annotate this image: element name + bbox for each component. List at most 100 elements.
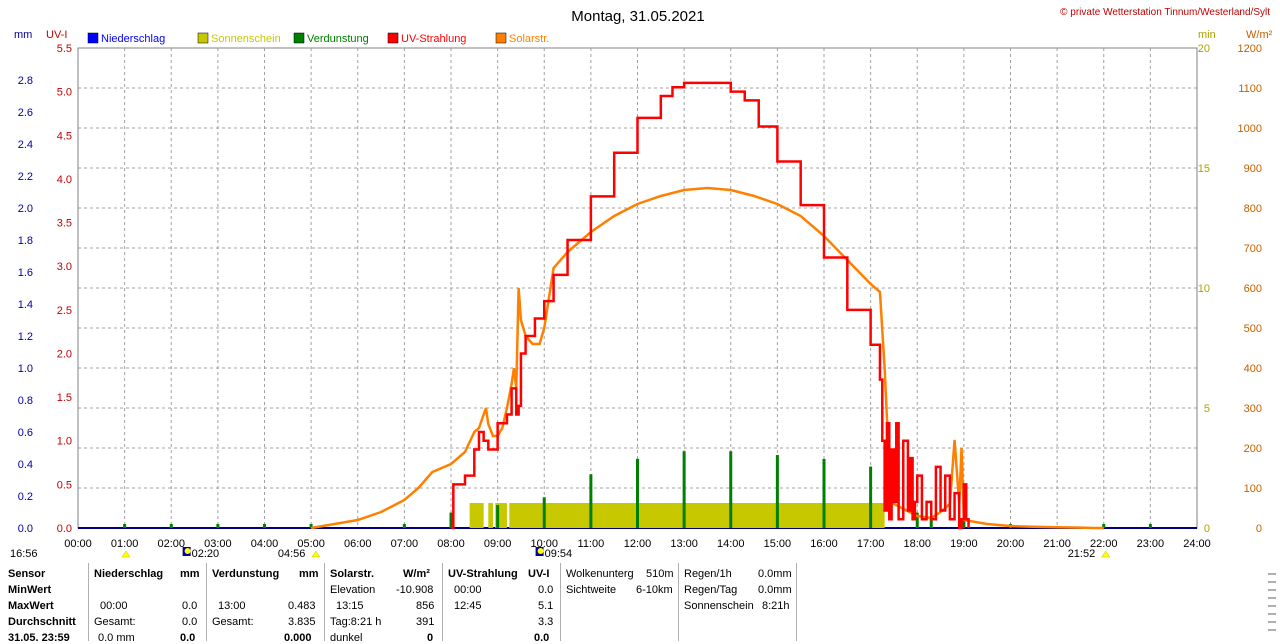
y-tick-uv: 5.5 <box>57 43 72 55</box>
precip-max: 0.0 <box>182 600 198 612</box>
y-tick-mm: 1.0 <box>18 363 33 375</box>
precip-now: 0.0 mm <box>98 632 135 644</box>
chart-title: Montag, 31.05.2021 <box>571 8 704 25</box>
x-tick-label: 19:00 <box>950 538 978 550</box>
y-tick-mm: 0.2 <box>18 491 33 503</box>
moon-icon <box>537 548 544 554</box>
astro-markers: 16:56 02:20 04:56 09:54 21:52 <box>10 547 1111 560</box>
y-tick-mm: 2.8 <box>18 75 33 87</box>
sunshine-bar <box>469 503 484 528</box>
evap-total: 3.835 <box>288 616 316 628</box>
evaporation-spike <box>682 451 686 528</box>
evaporation-spike <box>1148 524 1152 528</box>
x-tick-label: 05:00 <box>297 538 325 550</box>
cloud-base-value: 510m <box>646 568 674 580</box>
solar-avg: 391 <box>416 616 435 628</box>
y-tick-mm: 1.4 <box>18 299 33 311</box>
y-tick-mm: 1.2 <box>18 331 33 343</box>
y-tick-mm: 1.6 <box>18 267 33 279</box>
evaporation-spike <box>589 474 593 528</box>
y-tick-min: 15 <box>1198 163 1210 175</box>
evaporation-spike <box>822 458 826 528</box>
table-divider <box>442 563 443 641</box>
y-tick-uv: 2.0 <box>57 348 72 360</box>
y-tick-mm: 1.8 <box>18 235 33 247</box>
x-tick-label: 14:00 <box>717 538 745 550</box>
precip-head: Niederschlag <box>94 568 164 580</box>
sunshine-bar <box>509 503 885 528</box>
evaporation-spike <box>1102 524 1106 528</box>
marker-label: 02:20 <box>192 548 220 560</box>
unit-min: min <box>1198 29 1216 41</box>
x-tick-label: 06:00 <box>344 538 372 550</box>
y-tick-uv: 3.0 <box>57 261 72 273</box>
cloud-base-label: Wolkenunterg <box>566 568 634 580</box>
y-tick-uv: 2.5 <box>57 305 72 317</box>
unit-wm2: W/m² <box>1246 29 1273 41</box>
uv-now-big: 0.0 <box>534 632 550 644</box>
y-tick-wm2: 1100 <box>1238 83 1262 95</box>
x-tick-label: 17:00 <box>857 538 885 550</box>
y-tick-mm: 0.6 <box>18 427 33 439</box>
y-tick-wm2: 1200 <box>1238 43 1262 55</box>
x-tick-label: 16:00 <box>810 538 838 550</box>
uv-head: UV-Strahlung <box>448 568 518 580</box>
y-tick-mm: 0.0 <box>18 523 33 535</box>
y-tick-uv: 5.0 <box>57 87 72 99</box>
unit-uv: UV-I <box>46 29 67 41</box>
precip-now-big: 0.0 <box>180 632 196 644</box>
uv-unit: UV-I <box>528 568 550 580</box>
table-divider <box>324 563 325 641</box>
solar-min-label: Elevation <box>330 584 376 596</box>
y-tick-uv: 3.5 <box>57 218 72 230</box>
y-tick-wm2: 400 <box>1244 363 1262 375</box>
y-tick-wm2: 0 <box>1256 523 1262 535</box>
row-label-now: 31.05. 23:59 <box>8 632 70 644</box>
x-tick-label: 11:00 <box>578 538 605 550</box>
evaporation-spike <box>309 524 313 528</box>
uv-min: 0.0 <box>538 584 554 596</box>
sunshine-label: Sonnenschein <box>684 600 754 612</box>
evaporation-spike <box>123 524 127 528</box>
sun-down-icon <box>1101 550 1111 558</box>
y-tick-wm2: 500 <box>1244 323 1262 335</box>
table-divider <box>88 563 89 641</box>
x-tick-label: 20:00 <box>997 538 1025 550</box>
solar-now-big: 0 <box>427 632 434 644</box>
y-tick-min: 10 <box>1198 283 1210 295</box>
y-tick-uv: 4.5 <box>57 130 72 142</box>
table-divider <box>206 563 207 641</box>
table-divider <box>796 563 797 641</box>
legend-swatch <box>387 32 399 44</box>
axes: 00:00 01:00 02:00 03:00 04:00 05:00 06:00 07:00… <box>18 43 1262 550</box>
unit-mm: mm <box>14 29 32 41</box>
evaporation-spike <box>263 524 266 528</box>
x-tick-label: 02:00 <box>157 538 185 550</box>
x-tick-label: 00:00 <box>64 538 92 550</box>
evaporation-spike <box>216 524 220 528</box>
legend-label: UV-Strahlung <box>401 33 466 45</box>
y-tick-mm: 0.4 <box>18 459 33 471</box>
uv-radiation-line <box>451 81 970 530</box>
solar-unit: W/m² <box>403 568 430 580</box>
y-tick-wm2: 100 <box>1244 483 1262 495</box>
row-label-avg: Durchschnitt <box>8 616 76 628</box>
solar-head: Solarstr. <box>330 568 375 580</box>
y-tick-wm2: 200 <box>1244 443 1262 455</box>
legend-label: Solarstr. <box>509 33 549 45</box>
evap-total-label: Gesamt: <box>212 616 254 628</box>
legend-label: Verdunstung <box>307 33 369 45</box>
legend-swatch <box>293 32 305 44</box>
row-label-sensor: Sensor <box>8 568 46 580</box>
table-divider <box>560 563 561 641</box>
visibility-value: 6-10km <box>636 584 673 596</box>
y-tick-wm2: 300 <box>1244 403 1262 415</box>
table-divider <box>678 563 679 641</box>
evaporation-spike <box>869 466 873 528</box>
sunshine-bar <box>488 503 493 528</box>
y-tick-mm: 2.2 <box>18 171 33 183</box>
precip-unit: mm <box>180 568 200 580</box>
evaporation-spike <box>402 524 406 528</box>
legend-label: Sonnenschein <box>211 33 281 45</box>
marker-label: 16:56 <box>10 548 38 560</box>
